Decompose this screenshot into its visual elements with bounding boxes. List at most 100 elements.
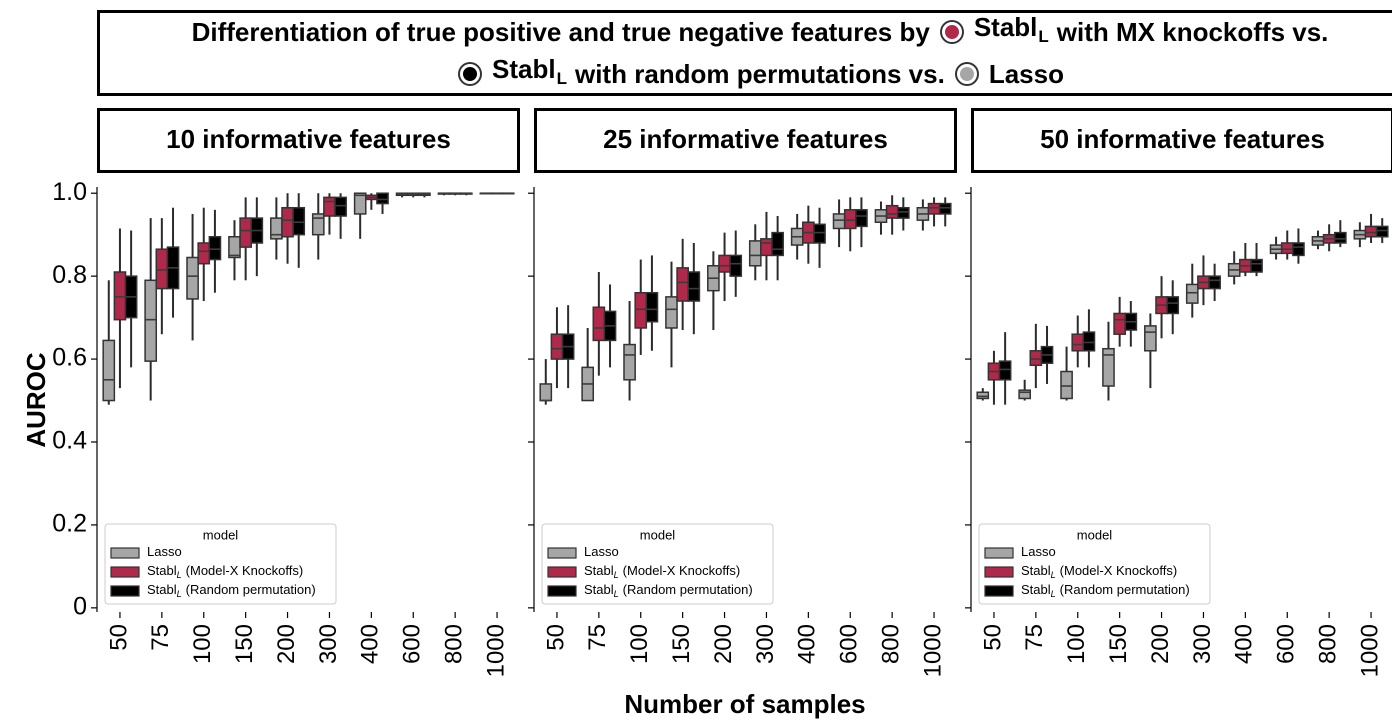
title-text: Stabl <box>973 12 1038 42</box>
box <box>760 238 773 257</box>
legend-subscript: L <box>177 570 182 580</box>
legend-title: model <box>203 527 239 542</box>
title-marker <box>956 64 977 84</box>
title-text: Stabl <box>492 54 556 84</box>
legend-name: Stabl <box>147 563 177 578</box>
legend-swatch <box>110 585 140 597</box>
x-tick-label: 800 <box>440 624 467 664</box>
x-tick-label: 1000 <box>919 624 946 677</box>
legend-label: Lasso <box>584 544 619 559</box>
x-tick-label: 50 <box>542 624 569 651</box>
box <box>748 240 762 267</box>
box <box>938 202 952 215</box>
title-subscript: L <box>556 69 567 88</box>
x-tick-label: 200 <box>1147 624 1174 664</box>
x-tick-label: 800 <box>1314 624 1341 664</box>
x-tick-label: 100 <box>626 624 653 664</box>
legend-suffix: (Random permutation) <box>623 582 753 597</box>
legend-suffix: (Model-X Knockoffs) <box>1060 563 1178 578</box>
box <box>976 391 990 400</box>
box <box>832 213 846 230</box>
legend-name: Stabl <box>1021 563 1051 578</box>
box <box>102 339 116 402</box>
box <box>1364 225 1378 238</box>
legend-subscript: L <box>614 570 619 580</box>
box <box>281 206 294 238</box>
x-tick-label: 600 <box>399 624 426 664</box>
box <box>634 291 648 329</box>
x-tick-label: 400 <box>357 624 384 664</box>
box <box>1375 225 1389 238</box>
x-tick-label: 100 <box>1063 624 1090 664</box>
legend-subscript: L <box>1051 589 1056 599</box>
title-box: Differentiation of true positive and tru… <box>97 10 1392 96</box>
box <box>665 296 678 329</box>
box <box>292 206 306 236</box>
box <box>813 223 826 244</box>
legend-swatch <box>984 547 1014 559</box>
box <box>323 196 336 217</box>
legend-title: model <box>640 527 676 542</box>
legend-subscript: L <box>614 589 619 599</box>
box <box>1102 347 1115 387</box>
legend-label: StablL (Model-X Knockoffs) <box>147 563 303 580</box>
title-line: StablL with random permutations vs. Lass… <box>456 53 1064 95</box>
box <box>1060 370 1073 400</box>
legend-title: model <box>1077 527 1113 542</box>
legend-frame <box>541 523 774 605</box>
box <box>592 306 606 342</box>
box <box>855 209 868 228</box>
legend-label: Lasso <box>147 544 182 559</box>
box <box>623 343 636 381</box>
legend: model Lasso StablL (Model-X Knockoffs)Stabl… <box>104 523 337 605</box>
box <box>1029 350 1043 367</box>
box <box>334 196 347 217</box>
box <box>550 333 564 360</box>
box <box>1082 331 1096 352</box>
box <box>1018 389 1032 400</box>
legend-name: Stabl <box>584 563 614 578</box>
legend-label: StablL (Random permutation) <box>1021 582 1190 599</box>
box <box>1113 312 1126 335</box>
box <box>197 242 211 265</box>
box <box>1208 275 1221 290</box>
legend-name: Stabl <box>1021 582 1051 597</box>
legend-label: StablL (Model-X Knockoffs) <box>1021 563 1177 580</box>
box <box>113 271 127 321</box>
x-tick-label: 150 <box>231 624 258 664</box>
x-tick-label: 600 <box>1273 624 1300 664</box>
legend-swatch <box>547 547 577 559</box>
box <box>718 254 731 273</box>
x-tick-label: 100 <box>189 624 216 664</box>
y-tick-label: 0.2 <box>52 510 87 538</box>
x-tick-label: 150 <box>668 624 695 664</box>
title-marker <box>941 22 962 42</box>
x-tick-label: 150 <box>1105 624 1132 664</box>
box <box>1250 258 1263 273</box>
box <box>208 236 222 261</box>
legend-suffix: (Model-X Knockoffs) <box>186 563 304 578</box>
legend-swatch <box>547 566 577 578</box>
title-text: StablL <box>492 53 567 95</box>
legend-subscript: L <box>1051 570 1056 580</box>
box <box>186 256 199 300</box>
box <box>1280 242 1294 255</box>
box <box>144 279 158 362</box>
x-tick-label: 800 <box>877 624 904 664</box>
legend-suffix: (Model-X Knockoffs) <box>623 563 741 578</box>
legend-label: StablL (Random permutation) <box>584 582 753 599</box>
box <box>376 192 389 205</box>
box <box>927 202 941 215</box>
y-tick-label: 1.0 <box>52 178 87 206</box>
box <box>311 213 325 236</box>
box <box>155 248 169 290</box>
title-text: with random permutations vs. <box>574 59 945 89</box>
panel-title-box <box>97 108 520 173</box>
x-tick-label: 600 <box>836 624 863 664</box>
box <box>729 254 743 277</box>
panel-title: 25 informative features <box>603 124 888 154</box>
x-tick-label: 200 <box>710 624 737 664</box>
y-tick-label: 0.6 <box>52 344 87 372</box>
